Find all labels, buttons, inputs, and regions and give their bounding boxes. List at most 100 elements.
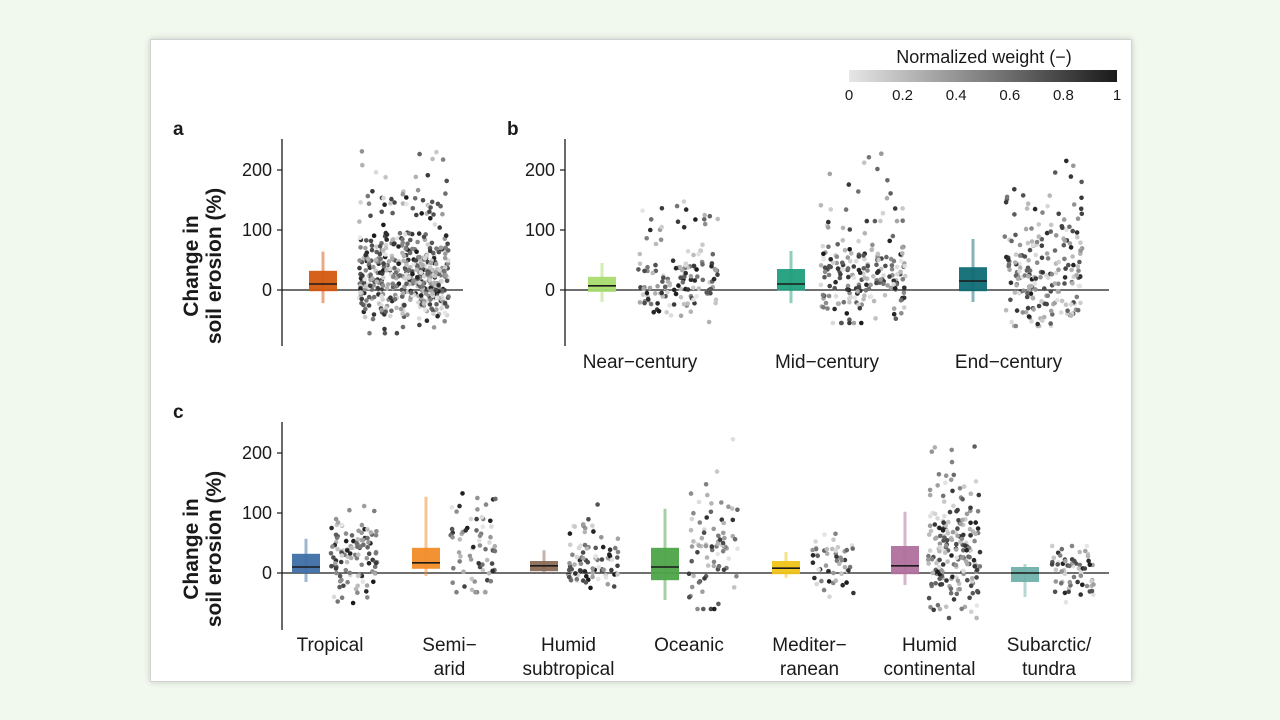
data-point	[570, 552, 575, 558]
panel-letter-b: b	[507, 119, 519, 140]
data-point	[820, 243, 826, 249]
data-point	[968, 583, 974, 589]
data-point	[961, 484, 967, 489]
data-point	[932, 511, 938, 517]
data-point	[1056, 281, 1061, 287]
data-point	[857, 270, 863, 275]
data-point	[833, 531, 838, 537]
data-point	[1040, 318, 1045, 323]
data-point	[582, 569, 588, 574]
data-point	[833, 293, 839, 299]
data-point	[392, 297, 398, 302]
data-point	[927, 487, 933, 493]
data-point	[411, 278, 416, 284]
data-point	[380, 283, 386, 288]
data-point	[648, 301, 654, 307]
data-point	[400, 290, 406, 296]
data-point	[489, 561, 495, 566]
data-point	[678, 294, 684, 300]
data-point	[711, 563, 717, 569]
data-point	[827, 171, 833, 177]
box-body	[1011, 567, 1039, 582]
data-point	[431, 325, 437, 330]
box-body	[412, 547, 440, 569]
data-point	[949, 447, 954, 453]
data-point	[859, 302, 864, 308]
y-tick-label: 0	[262, 280, 272, 300]
data-point	[488, 578, 494, 584]
data-point	[357, 265, 362, 271]
data-point	[692, 301, 697, 306]
data-point	[659, 290, 664, 296]
data-point	[400, 324, 406, 330]
data-point	[1054, 270, 1059, 276]
data-point	[613, 545, 618, 551]
figure-card: Normalized weight (−) 0 0.2 0.4 0.6 0.8 1 a b…	[150, 39, 1132, 682]
data-point	[391, 274, 396, 279]
data-point	[584, 573, 589, 579]
box-body	[777, 269, 805, 291]
data-point	[969, 576, 975, 581]
data-point	[362, 276, 367, 282]
colorbar-tick-label: 0.2	[892, 87, 913, 104]
data-point	[1059, 569, 1064, 574]
category-label: Near−century	[583, 352, 698, 373]
data-point	[1034, 239, 1040, 245]
data-point	[678, 275, 683, 280]
data-point	[706, 319, 712, 325]
data-point	[390, 210, 395, 216]
data-point	[974, 567, 980, 573]
data-point	[361, 280, 367, 286]
data-point	[477, 543, 483, 548]
data-point	[1049, 562, 1055, 567]
data-point	[439, 306, 444, 311]
data-point	[674, 203, 680, 209]
data-point	[393, 270, 399, 275]
data-point	[417, 280, 422, 286]
data-point	[1067, 224, 1072, 230]
data-point	[329, 563, 334, 569]
data-point	[640, 292, 646, 297]
data-point	[580, 522, 586, 527]
data-point	[424, 253, 430, 258]
data-point	[1071, 202, 1077, 207]
data-point	[381, 222, 386, 228]
data-point	[1025, 290, 1030, 296]
data-point	[1049, 543, 1055, 549]
data-point	[1017, 269, 1022, 274]
data-point	[935, 569, 940, 574]
data-point	[960, 496, 965, 502]
data-point	[732, 537, 738, 542]
data-point	[368, 213, 373, 219]
data-point	[1053, 567, 1059, 573]
data-point	[443, 245, 449, 251]
data-point	[1078, 248, 1083, 253]
data-point	[432, 222, 438, 227]
data-point	[401, 253, 407, 259]
data-point	[1052, 281, 1057, 286]
data-point	[940, 562, 946, 567]
data-point	[344, 559, 350, 565]
data-point	[615, 536, 621, 541]
data-point	[871, 298, 877, 304]
data-point	[410, 271, 415, 277]
data-point	[1036, 234, 1042, 239]
data-point	[1058, 581, 1064, 586]
data-point	[1067, 241, 1073, 246]
data-point	[874, 262, 879, 268]
colorbar-tick-label: 0.4	[946, 87, 967, 104]
data-point	[585, 559, 591, 565]
data-point	[339, 595, 345, 600]
data-point	[1053, 579, 1059, 584]
data-point	[651, 309, 656, 315]
data-point	[929, 557, 935, 562]
data-point	[967, 595, 972, 601]
data-point	[595, 502, 600, 507]
data-point	[430, 156, 435, 162]
data-point	[600, 544, 606, 550]
data-point	[415, 239, 420, 245]
data-point	[707, 213, 713, 219]
data-point	[431, 311, 436, 317]
data-point	[645, 296, 651, 302]
data-point	[881, 273, 886, 278]
